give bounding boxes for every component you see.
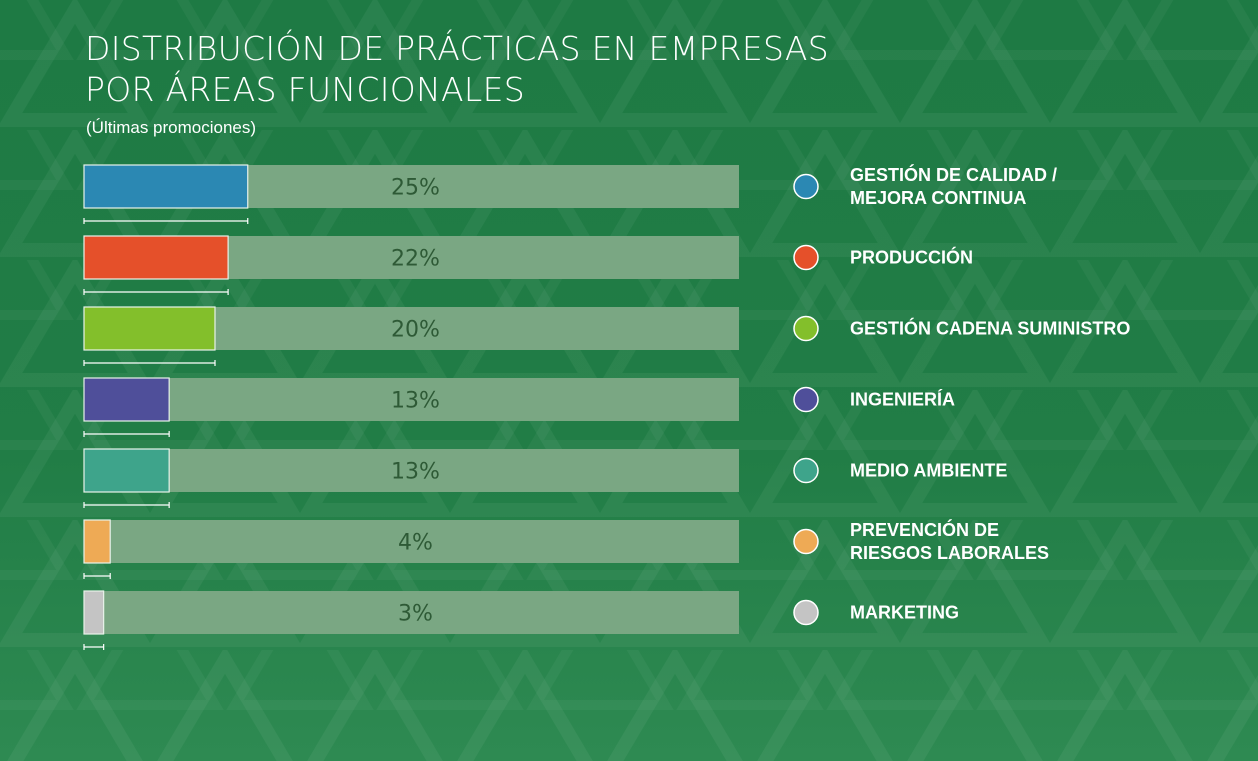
bar	[83, 306, 216, 351]
legend-marker	[793, 244, 819, 271]
chart-subtitle: (Últimas promociones)	[86, 118, 257, 137]
data-label: 13%	[391, 389, 440, 414]
legend-label: MEDIO AMBIENTE	[850, 461, 1007, 481]
legend-marker	[793, 599, 819, 626]
bar	[83, 164, 249, 209]
data-label: 13%	[391, 460, 440, 485]
legend-marker	[793, 173, 819, 200]
legend-label: GESTIÓN DE CALIDAD /	[850, 164, 1057, 185]
bar	[83, 590, 105, 635]
legend-marker	[793, 315, 819, 342]
legend-label: RIESGOS LABORALES	[850, 543, 1049, 563]
data-label: 25%	[391, 176, 440, 201]
legend-label: PRODUCCIÓN	[850, 247, 973, 268]
legend-label: GESTIÓN CADENA SUMINISTRO	[850, 318, 1130, 339]
legend-label: PREVENCIÓN DE	[850, 519, 999, 540]
data-label: 22%	[391, 247, 440, 272]
chart-title-line-1: DISTRIBUCIÓN DE PRÁCTICAS EN EMPRESAS	[85, 29, 830, 68]
legend-label: INGENIERÍA	[850, 389, 955, 410]
bar	[83, 235, 229, 280]
data-label: 20%	[391, 318, 440, 343]
legend-label: MARKETING	[850, 603, 959, 623]
legend-marker	[793, 528, 819, 555]
legend-marker	[793, 457, 819, 484]
chart-title: DISTRIBUCIÓN DE PRÁCTICAS EN EMPRESAS PO…	[85, 28, 985, 110]
chart-title-line-2: POR ÁREAS FUNCIONALES	[85, 70, 525, 109]
legend-marker	[793, 386, 819, 413]
legend-label: MEJORA CONTINUA	[850, 188, 1026, 208]
bar-track	[84, 520, 739, 563]
bar-track	[84, 378, 739, 421]
data-label: 4%	[398, 531, 433, 556]
bar	[83, 448, 170, 493]
bar	[83, 377, 170, 422]
bar-track	[84, 449, 739, 492]
bar-track	[84, 591, 739, 634]
data-label: 3%	[398, 602, 433, 627]
bar	[83, 519, 111, 564]
